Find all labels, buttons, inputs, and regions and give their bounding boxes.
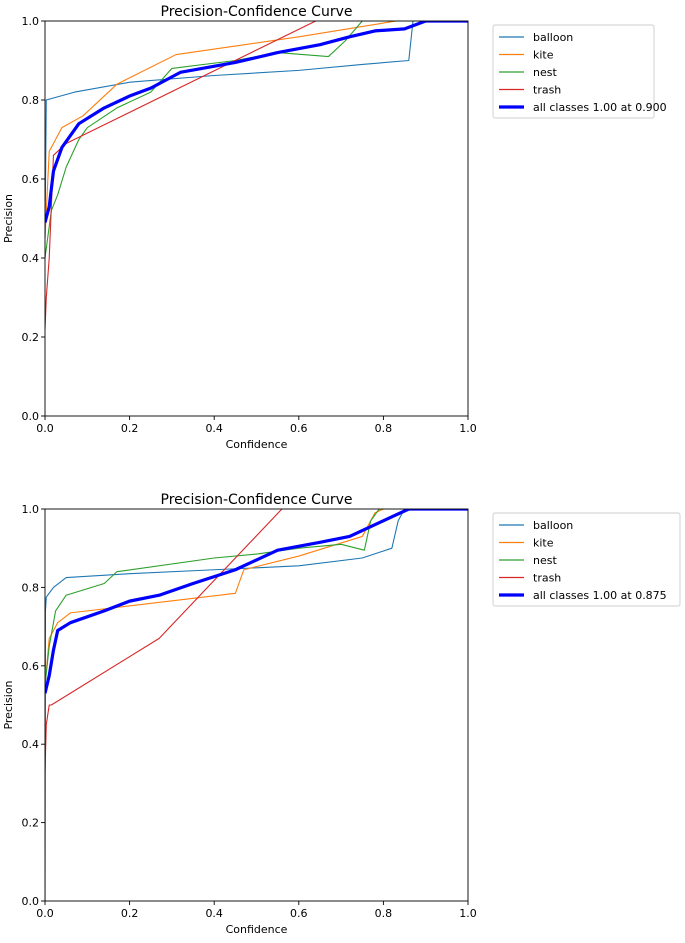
- series-line-trash: [45, 21, 316, 330]
- chart-2: Precision-Confidence Curve 0.0 0.2 0.4 0.6 0.…: [2, 492, 681, 936]
- legend-box: [492, 512, 681, 607]
- y-tick-label: 0.0: [22, 895, 40, 908]
- series-line-all-classes: [45, 509, 468, 694]
- chart-1: Precision-Confidence Curve 0.0 0.2 0.4 0.6 0.…: [2, 4, 667, 451]
- legend-item-trash: trash: [499, 84, 561, 97]
- x-tick-label: 0.0: [36, 422, 54, 435]
- x-tick-label: 0.6: [290, 907, 308, 920]
- x-tick-label: 0.0: [36, 907, 54, 920]
- y-tick-label: 0.6: [22, 173, 40, 186]
- y-tick-label: 0.8: [22, 94, 40, 107]
- legend: balloon kite nest trash all classes 1.00 at …: [492, 24, 667, 119]
- legend-label: all classes 1.00 at 0.875: [533, 589, 667, 602]
- y-tick-label: 1.0: [22, 503, 40, 516]
- legend-label: trash: [533, 84, 561, 97]
- series-group: [45, 21, 468, 330]
- series-line-trash: [45, 509, 283, 772]
- legend-item-nest: nest: [499, 66, 557, 79]
- legend-item-trash: trash: [499, 572, 561, 585]
- legend: balloon kite nest trash all classes 1.00 at …: [492, 512, 681, 607]
- y-axis-label: Precision: [2, 194, 15, 243]
- y-tick-label: 0.6: [22, 660, 40, 673]
- x-tick-label: 0.4: [205, 422, 223, 435]
- series-line-all-classes: [45, 21, 468, 223]
- legend-item-balloon: balloon: [499, 31, 573, 44]
- legend-item-kite: kite: [499, 49, 554, 62]
- x-tick-label: 0.8: [375, 422, 393, 435]
- x-axis-label: Confidence: [226, 438, 288, 451]
- chart-title: Precision-Confidence Curve: [161, 492, 353, 508]
- x-tick-label: 1.0: [459, 422, 477, 435]
- x-tick-label: 0.6: [290, 422, 308, 435]
- chart-title: Precision-Confidence Curve: [161, 4, 353, 20]
- x-tick-label: 0.8: [375, 907, 393, 920]
- series-line-balloon: [45, 509, 468, 901]
- legend-box: [492, 24, 655, 119]
- legend-item-balloon: balloon: [499, 519, 573, 532]
- plot-frame: [44, 20, 469, 417]
- legend-label: nest: [533, 554, 557, 567]
- legend-item-all-classes: all classes 1.00 at 0.875: [499, 589, 667, 602]
- legend-item-nest: nest: [499, 554, 557, 567]
- plot-frame: [44, 508, 469, 902]
- legend-label: kite: [533, 537, 554, 550]
- x-tick-label: 0.2: [121, 907, 139, 920]
- x-tick-label: 0.4: [205, 907, 223, 920]
- y-tick-label: 0.0: [22, 410, 40, 423]
- legend-item-kite: kite: [499, 537, 554, 550]
- legend-label: balloon: [533, 31, 573, 44]
- x-tick-label: 0.2: [121, 422, 139, 435]
- legend-label: balloon: [533, 519, 573, 532]
- legend-label: all classes 1.00 at 0.900: [533, 101, 667, 114]
- series-line-kite: [45, 21, 468, 239]
- legend-label: nest: [533, 66, 557, 79]
- legend-item-all-classes: all classes 1.00 at 0.900: [499, 101, 667, 114]
- y-tick-label: 0.4: [22, 252, 40, 265]
- y-axis-label: Precision: [2, 680, 15, 729]
- series-line-balloon: [45, 21, 468, 239]
- legend-label: kite: [533, 49, 554, 62]
- x-tick-label: 1.0: [459, 907, 477, 920]
- y-tick-label: 0.8: [22, 581, 40, 594]
- y-tick-label: 0.2: [22, 817, 40, 830]
- x-axis-label: Confidence: [226, 923, 288, 936]
- legend-label: trash: [533, 572, 561, 585]
- series-line-nest: [45, 21, 468, 259]
- y-tick-label: 0.2: [22, 331, 40, 344]
- y-tick-label: 1.0: [22, 15, 40, 28]
- series-group: [45, 509, 468, 901]
- y-tick-label: 0.4: [22, 738, 40, 751]
